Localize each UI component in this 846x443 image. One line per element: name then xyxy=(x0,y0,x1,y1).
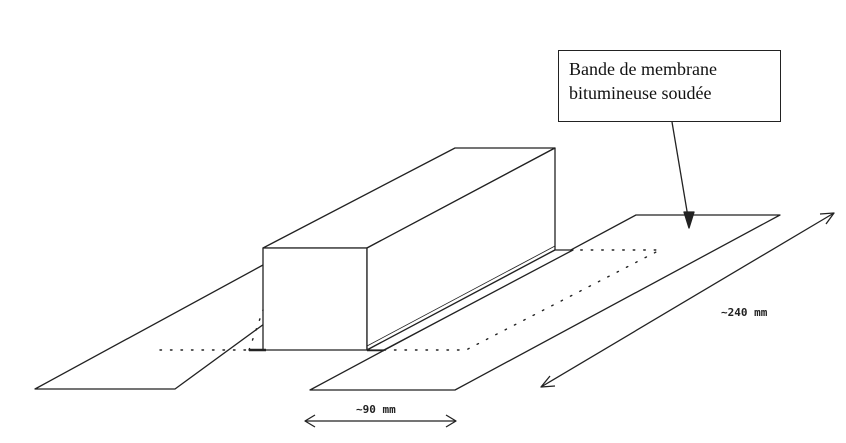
dimension-arrow-240 xyxy=(540,212,835,388)
callout-line-2: bitumineuse soudée xyxy=(569,83,712,103)
length-dimension-label: ~240 mm xyxy=(721,306,768,319)
raised-box xyxy=(262,147,556,351)
left-base-sheet xyxy=(34,264,291,390)
callout-arrow-head xyxy=(683,211,695,229)
hidden-edge-left xyxy=(159,309,264,351)
width-dimension-label: ~90 mm xyxy=(356,403,396,416)
callout-arrow-line xyxy=(671,121,690,224)
membrane-callout-box: Bande de membrane bitumineuse soudée xyxy=(558,50,781,122)
weld-seam-side xyxy=(366,249,574,351)
callout-line-1: Bande de membrane xyxy=(569,59,717,79)
hidden-edge-strip xyxy=(383,249,661,351)
box-front-face xyxy=(262,247,368,351)
